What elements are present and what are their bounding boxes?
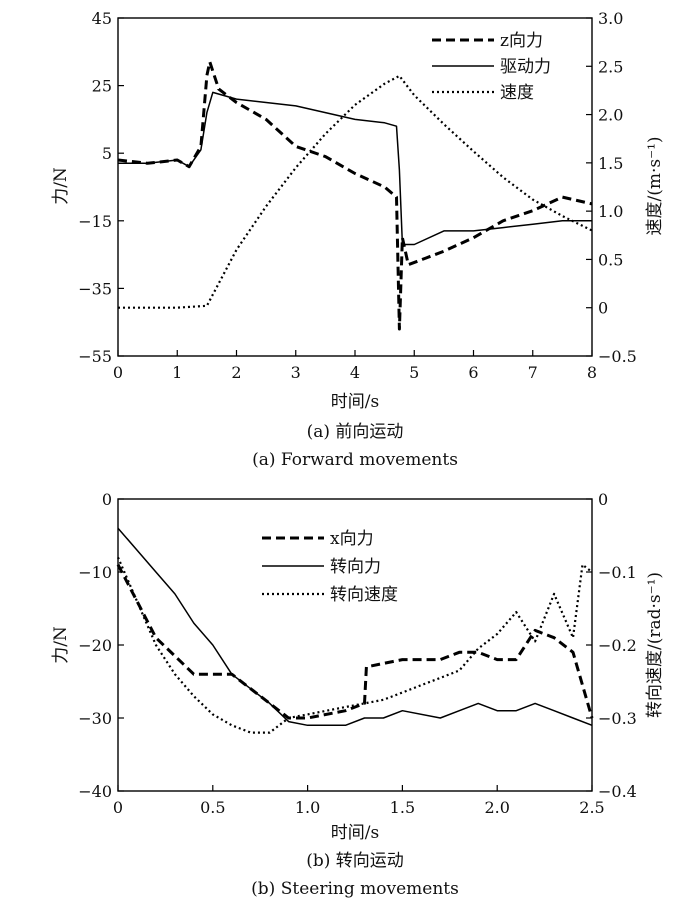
legend-label: 转向速度 <box>330 585 398 605</box>
right-tick-label: −0.2 <box>598 636 637 655</box>
left-tick-label: −15 <box>78 212 112 231</box>
caption-cn-b: (b) 转向运动 <box>306 851 404 871</box>
right-tick-label: 2.0 <box>598 106 623 125</box>
right-tick-label: −0.5 <box>598 347 637 366</box>
right-tick-label: −0.4 <box>598 782 637 801</box>
x-tick-label: 6 <box>468 363 478 382</box>
right-axis-ticks-b: −0.4 −0.3 −0.2 −0.1 0 <box>586 490 637 801</box>
series-line-dashed <box>117 60 593 331</box>
left-tick-label: −10 <box>78 563 112 582</box>
x-tick-label: 0 <box>113 798 123 817</box>
caption-en-a: (a) Forward movements <box>252 450 458 470</box>
x-axis-label-b: 时间/s <box>331 823 379 843</box>
left-tick-label: −30 <box>78 709 112 728</box>
right-tick-label: 0 <box>598 299 608 318</box>
right-tick-label: −0.1 <box>598 563 637 582</box>
x-tick-label: 4 <box>350 363 360 382</box>
right-tick-label: 0.5 <box>598 250 623 269</box>
x-axis-ticks-a: 0 1 2 3 4 5 6 7 8 <box>113 350 597 382</box>
left-tick-label: −35 <box>78 279 112 298</box>
left-tick-label: 25 <box>92 77 112 96</box>
right-tick-label: 0 <box>598 490 608 509</box>
left-tick-label: −20 <box>78 636 112 655</box>
left-tick-label: 45 <box>92 9 112 28</box>
legend-label: 转向力 <box>330 557 381 577</box>
right-tick-label: 1.0 <box>598 202 623 221</box>
x-tick-label: 1.0 <box>295 798 320 817</box>
series-lines-b <box>116 527 594 734</box>
left-axis-label-a: 力/N <box>51 167 71 205</box>
left-tick-label: 0 <box>102 490 112 509</box>
left-axis-ticks-b: −40 −30 −20 −10 0 <box>78 490 124 801</box>
x-axis-label-a: 时间/s <box>331 392 379 412</box>
right-tick-label: 2.5 <box>598 57 623 76</box>
x-tick-label: 2.0 <box>484 798 509 817</box>
right-tick-label: 3.0 <box>598 9 623 28</box>
right-axis-label-b: 转向速度/(rad·s⁻¹) <box>645 572 665 718</box>
x-tick-label: 5 <box>409 363 419 382</box>
x-tick-label: 8 <box>587 363 597 382</box>
left-axis-label-b: 力/N <box>51 626 71 664</box>
legend-label: 速度 <box>500 83 534 103</box>
right-axis-label-a: 速度/(m·s⁻¹) <box>645 136 665 235</box>
right-axis-ticks-a: −0.5 0 0.5 1.0 1.5 2.0 2.5 3.0 <box>586 9 637 366</box>
x-tick-label: 0.5 <box>200 798 225 817</box>
x-axis-ticks-b: 0 0.5 1.0 1.5 2.0 2.5 <box>113 785 605 817</box>
right-tick-label: 1.5 <box>598 154 623 173</box>
caption-en-b: (b) Steering movements <box>251 879 459 899</box>
series-lines-a <box>117 60 593 331</box>
series-line-solid <box>117 527 593 727</box>
x-tick-label: 2.5 <box>579 798 604 817</box>
left-axis-ticks-a: −55 −35 −15 5 25 45 <box>78 9 124 366</box>
x-tick-label: 0 <box>113 363 123 382</box>
caption-cn-a: (a) 前向运动 <box>307 422 404 442</box>
x-tick-label: 2 <box>231 363 241 382</box>
x-tick-label: 3 <box>291 363 301 382</box>
legend-label: x向力 <box>330 529 374 549</box>
left-tick-label: 5 <box>102 144 112 163</box>
series-line-solid <box>118 91 592 246</box>
legend-label: z向力 <box>500 31 543 51</box>
left-tick-label: −55 <box>78 347 112 366</box>
x-tick-label: 1.5 <box>390 798 415 817</box>
x-tick-label: 7 <box>528 363 538 382</box>
x-tick-label: 1 <box>172 363 182 382</box>
right-tick-label: −0.3 <box>598 709 637 728</box>
left-tick-label: −40 <box>78 782 112 801</box>
legend-label: 驱动力 <box>500 57 551 77</box>
panel-steering-movements: 0 0.5 1.0 1.5 2.0 2.5 −40−30−20−100 −0.4−0.3−… <box>51 490 665 899</box>
series-line-dashed <box>116 564 594 720</box>
series-line-dotted <box>118 74 593 309</box>
